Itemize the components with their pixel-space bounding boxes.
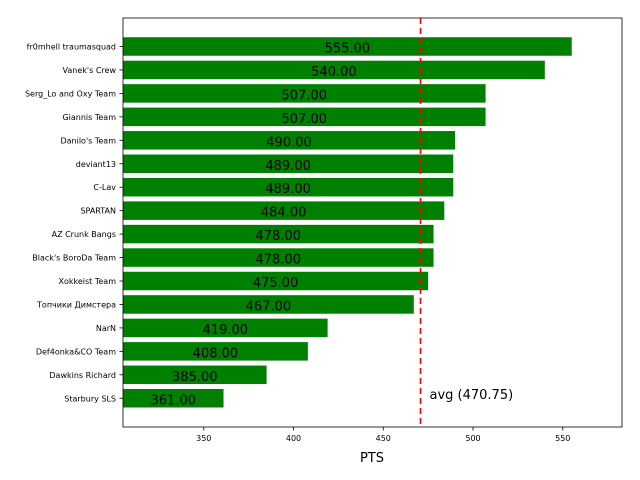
bar bbox=[123, 342, 308, 361]
category-label: Serg_Lo and Oxy Team bbox=[25, 89, 116, 98]
category-label: C-Lav bbox=[93, 183, 116, 192]
category-labels-group: fr0mhell traumasquad Vanek's Crew Serg_Lo … bbox=[25, 43, 123, 403]
bar-value-label: 507.00 bbox=[282, 88, 328, 103]
bar-value-label: 489.00 bbox=[265, 182, 311, 197]
bar bbox=[123, 201, 445, 220]
x-axis-title: PTS bbox=[360, 451, 384, 466]
bar-value-label: 478.00 bbox=[256, 229, 302, 244]
category-label: Vanek's Crew bbox=[63, 66, 117, 75]
category-label: AZ Crunk Bangs bbox=[52, 230, 116, 239]
bar bbox=[123, 365, 267, 385]
bar bbox=[123, 37, 572, 56]
category-label: SPARTAN bbox=[80, 207, 116, 216]
category-label: Starbury SLS bbox=[64, 394, 116, 403]
bar bbox=[123, 318, 328, 338]
category-label: fr0mhell traumasquad bbox=[27, 43, 116, 52]
average-label: avg (470.75) bbox=[430, 388, 514, 403]
bar-value-label: 507.00 bbox=[282, 112, 328, 127]
category-label: Топчики Димстера bbox=[36, 300, 116, 309]
bar-value-label: 555.00 bbox=[325, 42, 371, 57]
bar bbox=[123, 60, 545, 80]
category-label: deviant13 bbox=[76, 160, 116, 169]
bar-value-label: 490.00 bbox=[266, 135, 312, 150]
bar bbox=[123, 389, 224, 408]
bars-group bbox=[123, 37, 572, 408]
bar bbox=[123, 154, 454, 173]
bar-value-label: 489.00 bbox=[265, 159, 311, 174]
category-label: Black's BoroDa Team bbox=[32, 254, 116, 263]
category-label: NarN bbox=[96, 324, 116, 333]
bar-value-label: 540.00 bbox=[311, 65, 357, 80]
x-tick-label: 500 bbox=[465, 434, 480, 443]
bar-value-label: 419.00 bbox=[203, 323, 249, 338]
bar bbox=[123, 177, 454, 197]
bar-value-label: 361.00 bbox=[151, 393, 197, 408]
bar-value-label: 475.00 bbox=[253, 276, 299, 291]
category-label: Danilo's Team bbox=[60, 136, 116, 145]
value-labels-group: 555.00 540.00 507.00 507.00 490.00 489.00 489.… bbox=[151, 42, 371, 409]
bar bbox=[123, 84, 486, 103]
bar bbox=[123, 131, 456, 150]
bar-value-label: 385.00 bbox=[172, 370, 218, 385]
bar bbox=[123, 295, 414, 314]
category-label: Giannis Team bbox=[62, 113, 116, 122]
bar-value-label: 467.00 bbox=[246, 299, 292, 314]
x-tick-label: 550 bbox=[555, 434, 570, 443]
x-tick-label: 450 bbox=[376, 434, 391, 443]
category-label: Def4onka&CO Team bbox=[36, 347, 116, 356]
category-label: Xokkeist Team bbox=[59, 277, 117, 286]
bar bbox=[123, 107, 486, 127]
bar bbox=[123, 271, 429, 291]
plot-frame bbox=[122, 17, 623, 428]
bar-value-label: 478.00 bbox=[256, 253, 302, 268]
x-tick-label: 400 bbox=[286, 434, 301, 443]
category-label: Dawkins Richard bbox=[49, 371, 116, 380]
x-tick-label: 350 bbox=[196, 434, 211, 443]
bar bbox=[123, 248, 434, 267]
bar-value-label: 408.00 bbox=[193, 346, 239, 361]
x-ticks-group: 350 400 450 500 550 bbox=[196, 427, 570, 443]
bar-value-label: 484.00 bbox=[261, 206, 307, 221]
bar bbox=[123, 224, 434, 244]
